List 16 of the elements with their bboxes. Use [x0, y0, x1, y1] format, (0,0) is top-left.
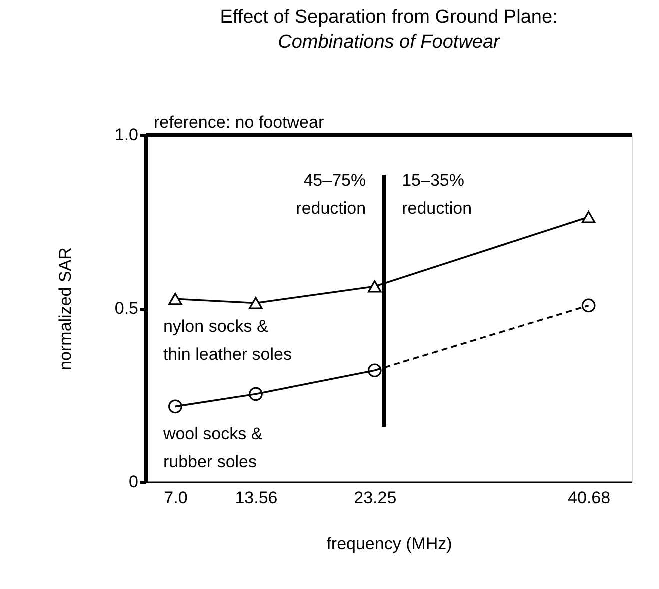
chart-subtitle: Combinations of Footwear — [278, 32, 501, 53]
y-tick-label: 0.5 — [114, 299, 138, 318]
y-tick-label: 1.0 — [114, 126, 138, 144]
x-tick-label: 40.68 — [568, 488, 611, 508]
annotation: 15–35% reduction — [402, 171, 472, 218]
series-label: wool socks & rubber soles — [162, 424, 264, 472]
y-axis-title: normalized SAR — [56, 248, 75, 370]
x-tick-label: 7.0 — [164, 488, 188, 508]
x-tick-label: 13.56 — [235, 488, 278, 508]
x-tick-label: 23.25 — [354, 488, 397, 508]
annotation: 45–75% reduction — [296, 171, 366, 218]
x-axis-title: frequency (MHz) — [326, 534, 452, 554]
ref-line-label: reference: no footwear — [154, 113, 324, 132]
series-label: nylon socks & thin leather soles — [163, 317, 292, 364]
y-tick-label: 0 — [129, 472, 138, 492]
chart-title: Effect of Separation from Ground Plane: — [220, 7, 558, 28]
